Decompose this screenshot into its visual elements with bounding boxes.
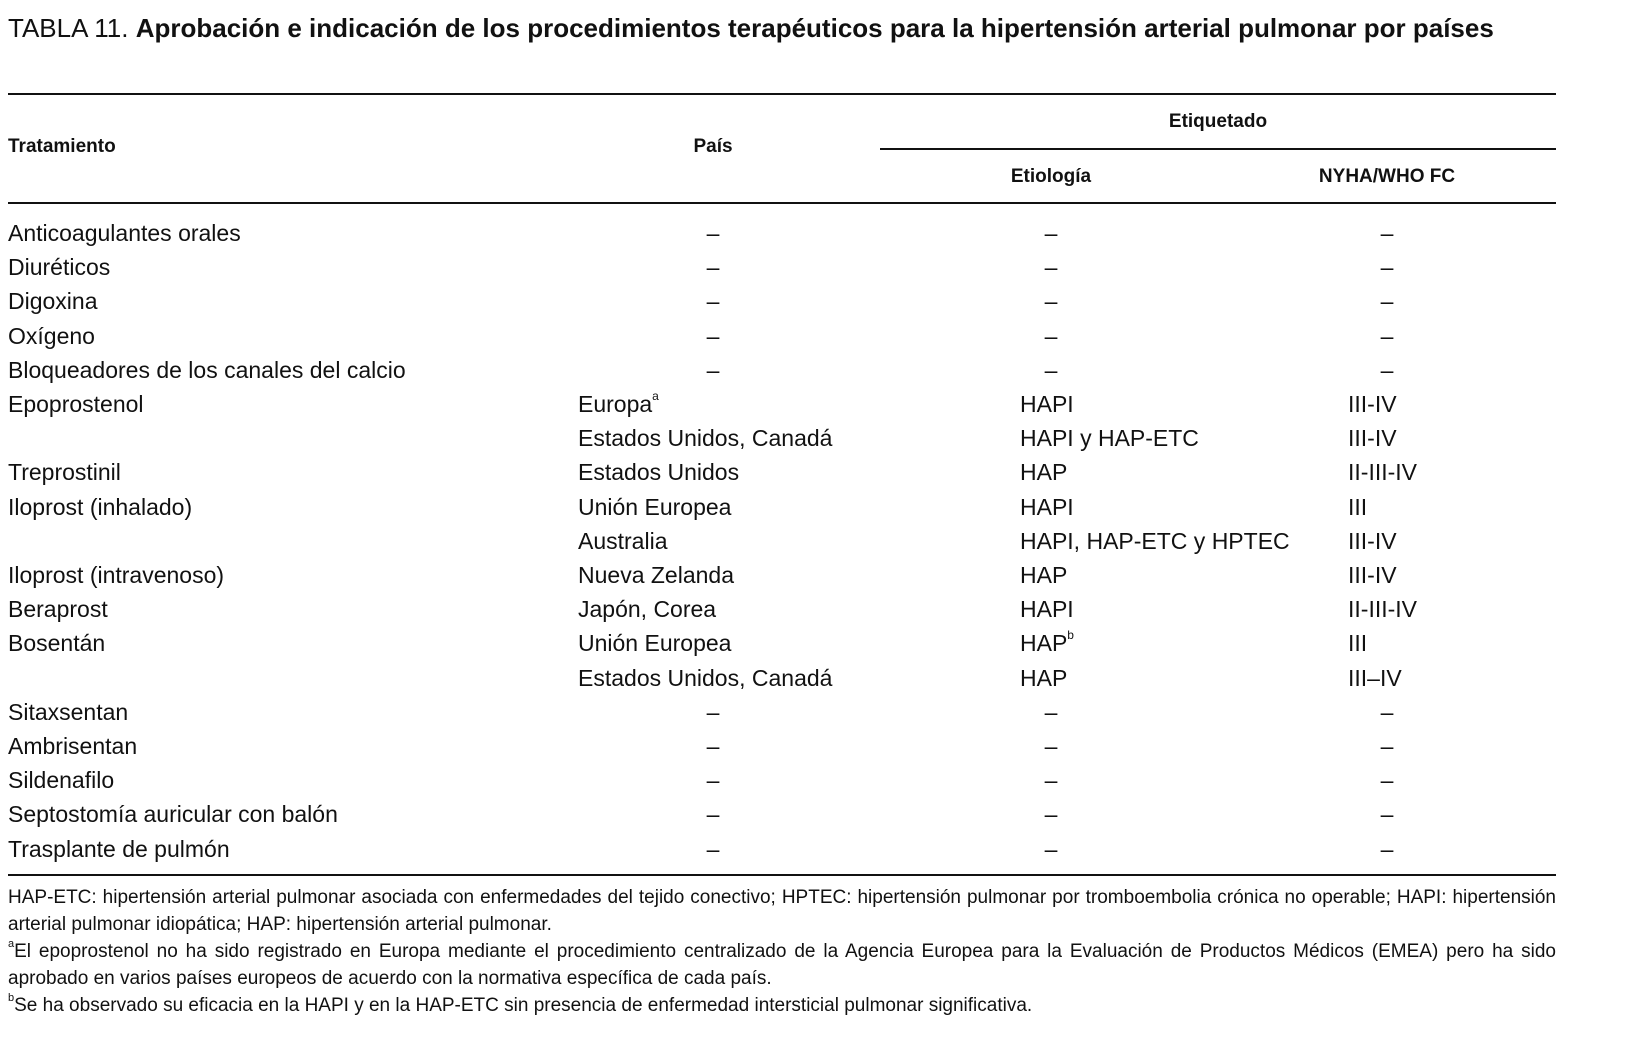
footnote-abbreviations: HAP-ETC: hipertensión arterial pulmonar …	[8, 887, 1556, 935]
treatment-cell: Trasplante de pulmón	[8, 835, 230, 862]
nyha-cell: –	[1380, 356, 1394, 383]
nyha-cell: III-IV	[1348, 562, 1397, 588]
country-cell: Unión Europea	[578, 493, 732, 520]
nyha-cell: III	[1348, 493, 1368, 520]
treatment-cell: Anticoagulantes orales	[8, 220, 241, 246]
country-cell: Estados Unidos, Canadá	[578, 664, 833, 691]
country-cell: Japón, Corea	[578, 596, 717, 623]
nyha-cell: –	[1380, 698, 1394, 725]
etiology-cell: HAP	[1020, 664, 1068, 691]
nyha-cell: –	[1380, 322, 1394, 349]
etiology-cell: –	[1044, 288, 1058, 315]
nyha-cell: –	[1380, 835, 1394, 862]
country-cell: Estados Unidos, Canadá	[578, 425, 833, 452]
header-labeled: Etiquetado	[1168, 111, 1268, 132]
nyha-cell: III-IV	[1348, 425, 1397, 452]
country-cell: –	[706, 356, 720, 383]
nyha-cell: III	[1348, 630, 1368, 657]
footnote-marker: b	[8, 992, 15, 1004]
treatment-cell: Beraprost	[8, 596, 108, 623]
country-cell: –	[706, 254, 720, 281]
nyha-cell: –	[1380, 801, 1394, 828]
country-cell: –	[706, 220, 720, 246]
etiology-cell: HAPb	[1020, 628, 1074, 658]
header-country: País	[693, 136, 733, 157]
cell-text: HAP	[1020, 630, 1068, 657]
etiology-cell: –	[1044, 254, 1058, 281]
treatment-cell: Oxígeno	[8, 322, 95, 349]
nyha-cell: –	[1380, 767, 1394, 794]
country-cell: Australia	[578, 527, 668, 554]
country-cell: –	[706, 835, 720, 862]
etiology-cell: –	[1044, 356, 1058, 383]
treatment-cell: Diuréticos	[8, 254, 111, 281]
country-cell: Unión Europea	[578, 630, 732, 657]
country-cell: Europaa	[578, 389, 659, 419]
etiology-cell: –	[1044, 767, 1058, 794]
top-rule	[8, 93, 1556, 95]
etiology-cell: –	[1044, 220, 1058, 246]
etiology-cell: HAPI	[1020, 596, 1074, 623]
title-text: Aprobación e indicación de los procedimi…	[135, 13, 1494, 43]
treatment-cell: Bosentán	[8, 630, 106, 657]
treatment-cell: Treprostinil	[8, 459, 121, 486]
nyha-cell: –	[1380, 220, 1394, 246]
country-cell: Nueva Zelanda	[578, 562, 734, 588]
footnote: bSe ha observado su eficacia en la HAPI …	[8, 992, 1556, 1019]
cell-text: Europa	[578, 391, 653, 417]
footnotes: HAP-ETC: hipertensión arterial pulmonar …	[8, 884, 1556, 1019]
country-cell: –	[706, 733, 720, 759]
footnote-text: Se ha observado su eficacia en la HAPI y…	[14, 995, 1033, 1016]
etiology-cell: HAP	[1020, 562, 1068, 588]
country-cell: –	[706, 322, 720, 349]
etiology-cell: –	[1044, 733, 1058, 759]
nyha-cell: III-IV	[1348, 527, 1397, 554]
etiology-cell: HAPI, HAP-ETC y HPTEC	[1020, 527, 1290, 554]
etiology-cell: –	[1044, 698, 1058, 725]
country-cell: –	[706, 801, 720, 828]
etiology-cell: HAPI	[1020, 493, 1074, 520]
country-cell: Estados Unidos	[578, 459, 740, 486]
footnote-marker: a	[8, 938, 15, 950]
treatment-cell: Sitaxsentan	[8, 698, 129, 725]
treatment-cell: Bloqueadores de los canales del calcio	[8, 356, 406, 383]
nyha-cell: –	[1380, 288, 1394, 315]
nyha-cell: II-III-IV	[1348, 596, 1417, 623]
table-title: TABLA 11. Aprobación e indicación de los…	[8, 10, 1548, 47]
nyha-cell: III–IV	[1348, 664, 1402, 691]
treatment-cell: Ambrisentan	[8, 733, 138, 759]
nyha-cell: –	[1380, 254, 1394, 281]
nyha-cell: III-IV	[1348, 391, 1397, 417]
etiology-cell: HAPI	[1020, 391, 1074, 417]
country-cell: –	[706, 288, 720, 315]
etiology-cell: –	[1044, 322, 1058, 349]
footnote-marker: b	[1067, 628, 1074, 643]
country-cell: –	[706, 767, 720, 794]
title-label: TABLA 11.	[8, 13, 129, 43]
footnote-text: El epoprostenol no ha sido registrado en…	[8, 941, 1556, 989]
etiology-cell: HAP	[1020, 459, 1068, 486]
header-nyha: NYHA/WHO FC	[1318, 166, 1456, 187]
country-cell: –	[706, 698, 720, 725]
header-etiology: Etiología	[1010, 166, 1092, 187]
treatment-cell: Iloprost (intravenoso)	[8, 562, 225, 588]
treatment-cell: Digoxina	[8, 288, 98, 315]
header-treatment: Tratamiento	[8, 136, 116, 157]
bottom-rule	[8, 874, 1556, 876]
treatment-cell: Sildenafilo	[8, 767, 115, 794]
treatment-cell: Epoprostenol	[8, 391, 144, 417]
etiology-cell: HAPI y HAP-ETC	[1020, 425, 1199, 452]
treatment-cell: Septostomía auricular con balón	[8, 801, 338, 828]
header-rule	[8, 202, 1556, 204]
treatment-cell: Iloprost (inhalado)	[8, 493, 193, 520]
footnote-marker: a	[652, 389, 659, 403]
footnote: aEl epoprostenol no ha sido registrado e…	[8, 938, 1556, 992]
header-subrule	[880, 148, 1556, 150]
etiology-cell: –	[1044, 835, 1058, 862]
nyha-cell: –	[1380, 733, 1394, 759]
nyha-cell: II-III-IV	[1348, 459, 1417, 486]
etiology-cell: –	[1044, 801, 1058, 828]
